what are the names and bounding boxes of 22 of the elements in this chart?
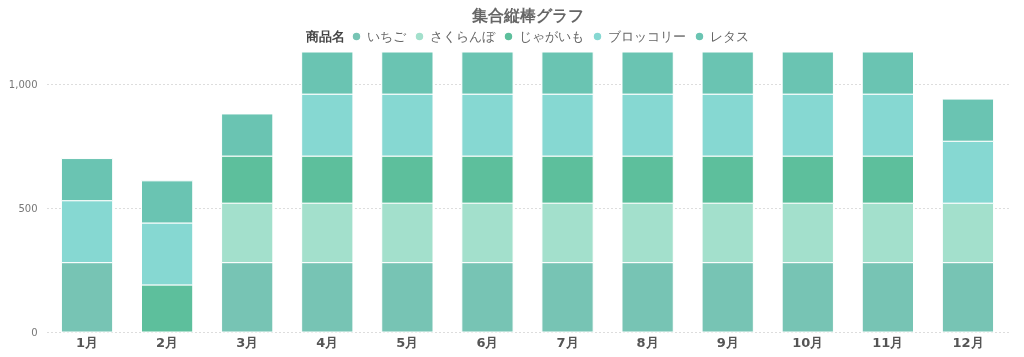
x-tick-label: 3月	[236, 334, 259, 350]
legend-label: レタス	[710, 28, 749, 44]
x-tick-label: 8月	[636, 334, 659, 350]
x-tick-label: 4月	[316, 334, 339, 350]
legend-label: ブロッコリー	[608, 28, 686, 44]
x-tick-label: 2月	[156, 334, 179, 350]
x-tick-label: 7月	[556, 334, 579, 350]
legend-label: さくらんぼ	[430, 28, 496, 44]
legend-title: 商品名	[305, 29, 345, 44]
legend-label: いちご	[367, 28, 407, 44]
x-tick-label: 5月	[396, 334, 419, 350]
x-tick-label: 1月	[76, 334, 99, 350]
x-tick-label: 9月	[716, 334, 739, 350]
chart-title: 集合縦棒グラフ	[470, 6, 584, 25]
x-tick-label: 6月	[476, 334, 499, 350]
x-tick-label: 12月	[952, 334, 984, 350]
y-tick-label: 500	[18, 202, 38, 214]
x-tick-label: 11月	[872, 334, 904, 350]
x-tick-label: 10月	[792, 334, 824, 350]
y-tick-label: 0	[31, 326, 38, 338]
legend-label: じゃがいも	[519, 28, 584, 44]
y-tick-label: 1,000	[8, 78, 38, 90]
